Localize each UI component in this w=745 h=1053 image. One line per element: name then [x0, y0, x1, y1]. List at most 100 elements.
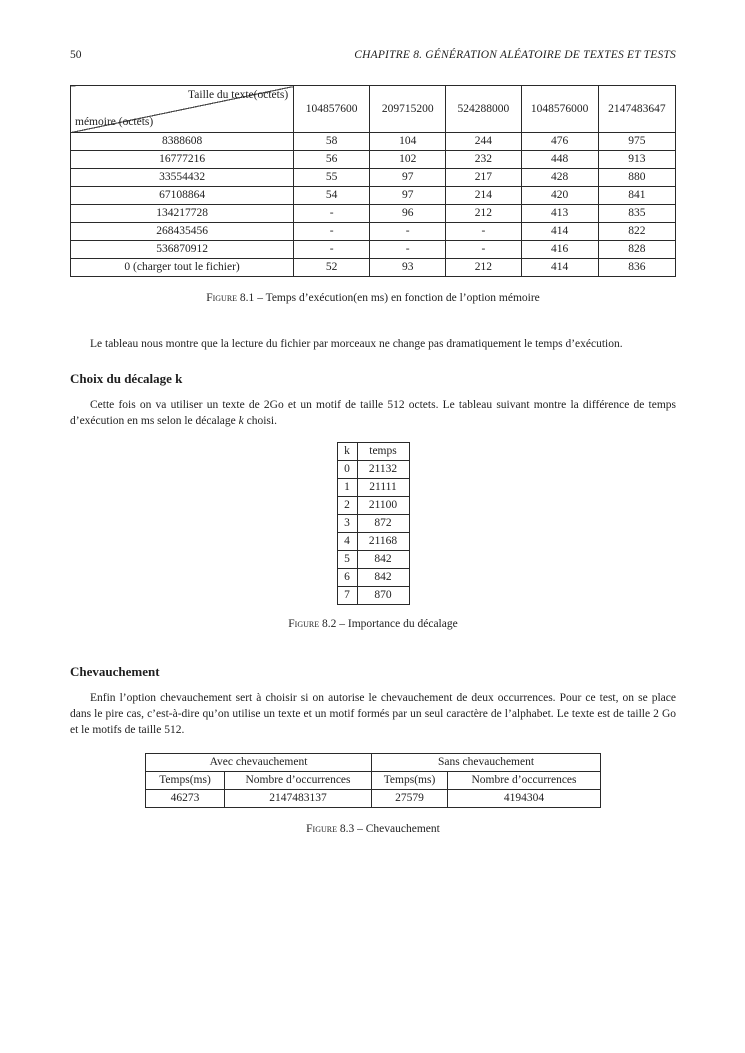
table-cell: 21100: [356, 496, 410, 515]
table-cell: 52: [293, 258, 371, 277]
table-cell: 7: [336, 586, 358, 605]
group-header: Sans chevauchement: [371, 753, 601, 772]
table-cell: 58: [293, 132, 371, 151]
table-cell: 841: [597, 186, 677, 205]
table-header-row: Temps(ms) Nombre d’occurrences Temps(ms)…: [145, 771, 601, 790]
figure-label: Figure 8.2: [288, 618, 337, 630]
table-row: 268435456- - -414 822: [69, 222, 677, 241]
figure-caption-text: – Importance du décalage: [339, 618, 458, 630]
table-row: 16777216 56 102 232 448 913: [69, 150, 677, 169]
table-cell: -: [369, 240, 447, 259]
table-group-header-row: Avec chevauchement Sans chevauchement: [145, 753, 601, 772]
table-cell: 1: [336, 478, 358, 497]
table-cell: 21132: [356, 460, 410, 479]
table-cell: 828: [597, 240, 677, 259]
figure-caption: Figure 8.3 – Chevauchement: [70, 822, 676, 836]
table-cell: 33554432: [69, 168, 295, 187]
table-row: 6 842: [336, 568, 410, 587]
column-header: 2147483647: [597, 85, 677, 133]
table-cell: 16777216: [69, 150, 295, 169]
table-cell: 212: [445, 258, 522, 277]
table-cell: 0: [336, 460, 358, 479]
paragraph: Cette fois on va utiliser un texte de 2G…: [70, 397, 676, 429]
table-cell: 55: [293, 168, 371, 187]
table-row: 3 872: [336, 514, 410, 533]
table-cell: 835: [597, 204, 677, 223]
table-row: 46273 2147483137 27579 4194304: [145, 789, 601, 808]
column-header: Temps(ms): [371, 771, 448, 790]
table-row: 2 21100: [336, 496, 410, 515]
table-row: 5 842: [336, 550, 410, 569]
table-cell: 822: [597, 222, 677, 241]
column-header: temps: [356, 442, 410, 461]
table-cell: 3: [336, 514, 358, 533]
table-cell: 212: [445, 204, 522, 223]
table-cell: -: [369, 222, 447, 241]
math-variable-k: k: [238, 415, 244, 427]
table-cell: 134217728: [69, 204, 295, 223]
table-cell: 414: [520, 258, 599, 277]
table-cell: 414: [520, 222, 599, 241]
section-heading-chevauchement: Chevauchement: [70, 664, 160, 679]
table-row: 536870912- - -416 828: [69, 240, 677, 259]
table-row: 7 870: [336, 586, 410, 605]
table-cell: 54: [293, 186, 371, 205]
figure-caption: Figure 8.2 – Importance du décalage: [70, 617, 676, 631]
table-row: 33554432 55 97 217 428 880: [69, 168, 677, 187]
table-cell: 97: [369, 168, 447, 187]
column-header: 524288000: [445, 85, 522, 133]
table-cell: 413: [520, 204, 599, 223]
table-cell: 6: [336, 568, 358, 587]
table-cell: 93: [369, 258, 447, 277]
table-cell: -: [293, 204, 371, 223]
paragraph: Enfin l’option chevauchement sert à choi…: [70, 692, 676, 736]
table-cell: 96: [369, 204, 447, 223]
table-row: 67108864 54 97 214 420 841: [69, 186, 677, 205]
table-cell: 97: [369, 186, 447, 205]
column-header: Nombre d’occurrences: [447, 771, 601, 790]
table-cell: 420: [520, 186, 599, 205]
figure-caption-text: – Chevauchement: [357, 823, 440, 835]
table-row: 0 (charger tout le fichier) 52 93 212 414 836: [69, 258, 677, 277]
column-header: Temps(ms): [145, 771, 225, 790]
table-cell: 67108864: [69, 186, 295, 205]
table-cell: 217: [445, 168, 522, 187]
diagonal-header-cell: Taille du texte(octets) mémoire (octets): [69, 85, 295, 133]
column-header: k: [336, 442, 358, 461]
figure-label: Figure 8.3: [306, 823, 355, 835]
table-cell: 268435456: [69, 222, 295, 241]
running-header: 50 CHAPITRE 8. GÉNÉRATION ALÉATOIRE DE T…: [70, 0, 676, 61]
table-cell: -: [445, 240, 522, 259]
column-header: 104857600: [293, 85, 371, 133]
chevauchement-table: Avec chevauchement Sans chevauchement Te…: [145, 753, 601, 808]
diagonal-bottom-label: mémoire (octets): [75, 116, 154, 128]
paragraph-text: choisi.: [243, 415, 277, 427]
table-row: 4 21168: [336, 532, 410, 551]
table-row: 8388608 58 104 244 476 975: [69, 132, 677, 151]
table-cell: 102: [369, 150, 447, 169]
memory-options-table: Taille du texte(octets) mémoire (octets)…: [69, 85, 677, 277]
table-cell: 4: [336, 532, 358, 551]
table-cell: -: [293, 240, 371, 259]
table-cell: 0 (charger tout le fichier): [69, 258, 295, 277]
diagonal-top-label: Taille du texte(octets): [188, 89, 289, 101]
page-number: 50: [70, 49, 82, 61]
table-row: 134217728-96 212 413 835: [69, 204, 677, 223]
decalage-table: k temps 0 21132 1 21111 2 21100 3 872 4 21168 5 842…: [336, 442, 410, 605]
table-cell: 416: [520, 240, 599, 259]
table-cell: 27579: [371, 789, 448, 808]
table-cell: 56: [293, 150, 371, 169]
table-cell: 448: [520, 150, 599, 169]
table-cell: 870: [356, 586, 410, 605]
table-cell: 836: [597, 258, 677, 277]
section-heading-decalage: Choix du décalage k: [70, 371, 183, 386]
paragraph-text: Cette fois on va utiliser un texte de 2G…: [70, 399, 676, 427]
figure-label: Figure 8.1: [206, 292, 255, 304]
figure-caption: Figure 8.1 – Temps d’exécution(en ms) en…: [70, 291, 676, 305]
table-cell: 536870912: [69, 240, 295, 259]
column-header: 1048576000: [520, 85, 599, 133]
table-cell: 2147483137: [224, 789, 372, 808]
table-cell: 428: [520, 168, 599, 187]
table-cell: 913: [597, 150, 677, 169]
